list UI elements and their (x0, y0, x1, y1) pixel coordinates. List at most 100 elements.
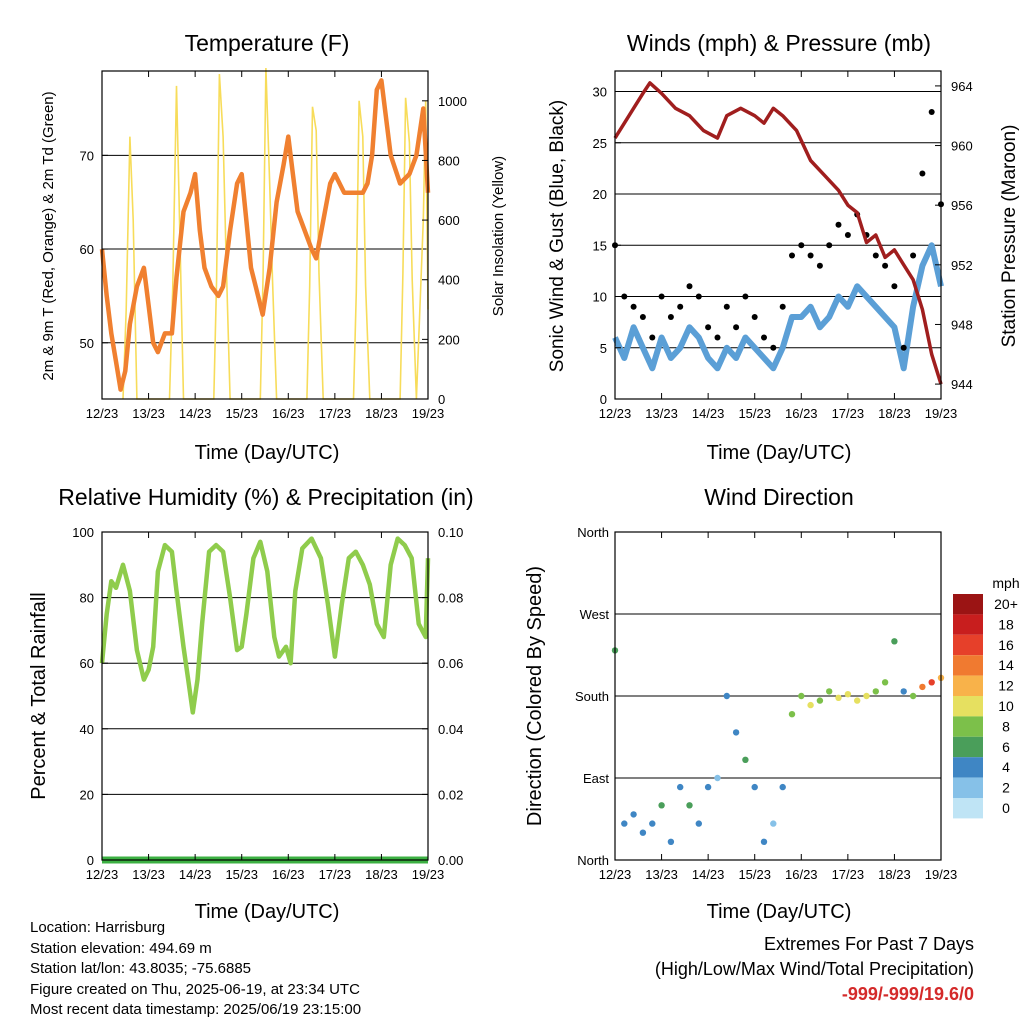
colorbar-label: 14 (998, 657, 1014, 673)
direction-xtick-label: 13/23 (645, 867, 678, 882)
gust-point (705, 324, 712, 331)
winds-xtick-label: 18/23 (878, 406, 911, 421)
direction-point (835, 694, 842, 701)
direction-point (639, 829, 647, 836)
colorbar-label: 6 (1002, 739, 1010, 755)
temperature-ytick-right-label: 800 (438, 153, 460, 168)
gust-point (630, 303, 637, 310)
sonic-wind-line (612, 242, 944, 372)
gust-point (677, 303, 684, 310)
humidity-line (99, 536, 431, 715)
winds-ytick-label: 25 (593, 136, 607, 151)
direction-xtick-label: 12/23 (599, 867, 632, 882)
gust-point (667, 314, 674, 320)
humidity-ytick-label: 100 (72, 525, 94, 540)
direction-point (621, 820, 628, 827)
temperature-plot-frame (101, 70, 429, 400)
direction-point (704, 783, 712, 791)
humidity-xtick-label: 14/23 (179, 867, 212, 882)
colorbar-swatch (953, 757, 983, 778)
pressure-line (613, 81, 943, 385)
station-location: Location: Harrisburg (30, 919, 166, 936)
gust-point (835, 221, 842, 228)
winds-ytick-right-label: 944 (951, 377, 973, 392)
winds-xtick-label: 14/23 (692, 406, 725, 421)
gust-point (695, 293, 702, 300)
colorbar-title: mph (992, 575, 1019, 591)
humidity-xlabel: Time (Day/UTC) (195, 901, 340, 923)
direction-point (779, 783, 786, 791)
direction-point (686, 802, 693, 809)
colorbar-label: 0 (1002, 800, 1010, 816)
direction-point (919, 683, 926, 691)
direction-point (742, 756, 749, 763)
direction-xtick-label: 15/23 (738, 867, 771, 882)
direction-point (909, 692, 917, 700)
temperature-ytick-label: 70 (80, 148, 94, 163)
direction-point (807, 701, 814, 709)
extremes-subheading: (High/Low/Max Wind/Total Precipitation) (654, 959, 974, 979)
gust-point (714, 334, 721, 341)
winds-title: Winds (mph) & Pressure (mb) (627, 30, 931, 56)
direction-xtick-label: 16/23 (785, 867, 818, 882)
direction-ytick-label: North (577, 525, 609, 540)
humidity-xtick-label: 16/23 (272, 867, 305, 882)
direction-point (732, 729, 740, 736)
gust-point (639, 314, 646, 320)
gust-point (658, 293, 665, 300)
winds-xtick-label: 12/23 (599, 406, 632, 421)
temperature-ytick-label: 60 (80, 242, 94, 257)
gust-point (872, 252, 879, 259)
extremes-box: Extremes For Past 7 Days (High/Low/Max W… (655, 932, 974, 1007)
winds-xtick-label: 19/23 (925, 406, 958, 421)
direction-xtick-label: 19/23 (925, 867, 958, 882)
direction-point (788, 711, 796, 718)
colorbar-swatch (953, 696, 983, 717)
temperature-xtick-label: 12/23 (86, 406, 119, 421)
direction-ytick-label: West (580, 607, 610, 622)
colorbar-label: 12 (998, 678, 1014, 694)
temperature-ylabel-right: Solar Insolation (Yellow) (490, 156, 507, 316)
winds-ytick-right-label: 952 (951, 258, 973, 273)
humidity-ytick-right-label: 0.04 (438, 722, 463, 737)
gust-point (649, 334, 656, 341)
humidity-xtick-label: 15/23 (225, 867, 258, 882)
direction-point (854, 697, 861, 704)
direction-point (695, 820, 702, 827)
colorbar-swatch (953, 777, 983, 798)
direction-ylabel-left: Direction (Colored By Speed) (524, 566, 546, 826)
winds-ytick-label: 10 (593, 290, 607, 305)
extremes-values: -999/-999/19.6/0 (841, 984, 974, 1004)
humidity-ytick-right-label: 0.06 (438, 656, 463, 671)
direction-point (863, 692, 870, 700)
winds-ytick-right-label: 948 (951, 317, 973, 332)
direction-point (677, 783, 684, 791)
direction-point (891, 638, 898, 645)
winds-ytick-label: 30 (593, 85, 607, 100)
winds-ytick-label: 5 (600, 341, 607, 356)
temperature-xtick-label: 16/23 (272, 406, 305, 421)
temperature-xtick-label: 19/23 (412, 406, 445, 421)
humidity-plot-frame (101, 531, 429, 861)
direction-point (826, 688, 833, 695)
colorbar-label: 16 (998, 637, 1014, 653)
direction-xlabel: Time (Day/UTC) (707, 901, 852, 923)
colorbar-label: 8 (1002, 718, 1010, 734)
colorbar-label: 10 (998, 698, 1014, 714)
winds-ytick-right-label: 964 (951, 79, 973, 94)
gust-point (733, 324, 740, 331)
gust-point (882, 262, 889, 269)
direction-point (881, 679, 889, 686)
gust-point (686, 283, 693, 290)
gust-point (919, 170, 926, 177)
direction-ytick-label: North (577, 853, 609, 868)
temperature-line (99, 78, 431, 392)
humidity-xtick-label: 13/23 (132, 867, 165, 882)
direction-point (928, 679, 935, 686)
winds-ylabel-right: Station Pressure (Maroon) (999, 125, 1020, 348)
colorbar-label: 18 (998, 616, 1014, 632)
gust-point (789, 252, 795, 259)
humidity-ytick-right-label: 0.08 (438, 591, 463, 606)
colorbar-swatch (953, 716, 983, 737)
